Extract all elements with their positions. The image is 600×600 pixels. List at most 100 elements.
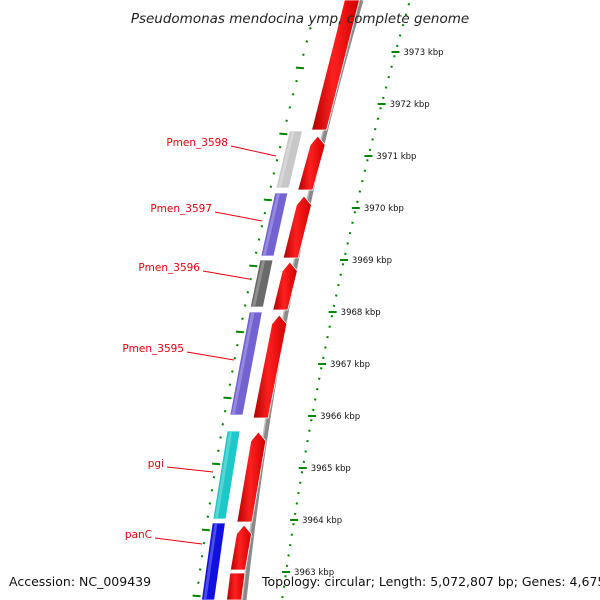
scale-tick <box>308 429 311 432</box>
inner-tick <box>202 541 206 545</box>
inner-tick <box>212 475 216 479</box>
inner-tick <box>272 172 276 175</box>
scale-tick <box>297 491 300 495</box>
inner-tick <box>288 106 292 109</box>
scale-tick <box>387 75 391 79</box>
scale-tick <box>351 221 354 224</box>
scale-tick <box>282 585 286 588</box>
inner-tick <box>192 594 201 598</box>
inner-tick <box>263 198 272 202</box>
gene-box-highlight <box>277 132 295 187</box>
inner-tick <box>249 277 252 281</box>
scale-tick <box>330 315 334 318</box>
scale-tick <box>358 190 362 193</box>
inner-tick <box>302 53 305 56</box>
inner-tick <box>254 251 258 254</box>
scale-tick <box>288 543 292 547</box>
inner-tick <box>305 40 309 43</box>
scale-tick <box>407 3 411 6</box>
inner-tick <box>263 211 267 215</box>
scale-tick <box>353 211 357 214</box>
forward-strand-features <box>226 0 360 600</box>
scale-tick <box>284 575 287 578</box>
inner-tick <box>231 370 234 373</box>
scale-tick <box>313 398 317 401</box>
kbp-scale-ring: 3973 kbp 3972 kbp 3971 kbp 3970 kbp 3969 kbp… <box>281 3 444 599</box>
inner-tick <box>228 383 232 386</box>
scale-tick <box>302 460 306 464</box>
forward-gene-arrow <box>229 524 252 571</box>
scale-tick <box>332 304 336 308</box>
scale-tick <box>287 554 290 557</box>
inner-tick <box>198 568 202 571</box>
inner-tick <box>260 225 264 228</box>
gene-box-highlight <box>231 313 255 414</box>
scale-tick <box>401 23 405 27</box>
scale-tick <box>368 148 372 152</box>
forward-gene-arrow <box>272 261 298 311</box>
inner-tick <box>275 159 279 162</box>
inner-tick <box>278 145 282 149</box>
gene-box-pmen-3596 <box>249 259 274 308</box>
scale-tick <box>373 127 377 131</box>
inner-tick <box>210 489 214 492</box>
inner-tick <box>269 185 273 188</box>
gene-box-highlight <box>214 432 233 518</box>
inner-tick <box>295 66 305 70</box>
scale-label: 3968 kbp <box>341 308 381 318</box>
inner-tick <box>295 79 298 83</box>
gene-box-highlight <box>252 261 266 306</box>
scale-tick <box>390 65 393 68</box>
gene-box-pgi <box>212 430 241 520</box>
scale-tick <box>337 283 340 287</box>
scale-tick <box>366 159 369 162</box>
inner-tick <box>241 317 244 320</box>
scale-tick <box>341 263 345 266</box>
scale-tick <box>300 471 304 474</box>
gene-callout-line <box>214 211 263 222</box>
scale-tick <box>304 450 307 453</box>
scale-tick <box>393 55 396 58</box>
gene-box-highlight <box>203 524 218 599</box>
inner-tick <box>285 119 288 122</box>
gene-label-panc: panC <box>125 529 152 541</box>
gene-label-pmen-3597: Pmen_3597 <box>150 203 212 215</box>
scale-tick <box>346 242 349 245</box>
scale-tick <box>293 512 297 516</box>
gene-label-pmen-3598: Pmen_3598 <box>166 137 228 149</box>
scale-tick <box>344 252 347 256</box>
scale-label: 3963 kbp <box>294 568 334 578</box>
scale-tick <box>315 387 319 391</box>
inner-tick <box>246 291 250 294</box>
gene-callout-line <box>202 270 250 280</box>
inner-tick <box>223 396 232 400</box>
inner-tick <box>257 238 261 241</box>
inner-tick <box>233 357 237 360</box>
gene-callout-line <box>230 145 277 157</box>
forward-gene-arrow <box>311 0 360 131</box>
accession-text: Accession: NC_009439 <box>9 574 151 589</box>
forward-gene-arrow <box>282 195 312 259</box>
scale-tick <box>324 346 327 349</box>
inner-tick <box>197 581 200 584</box>
scale-tick <box>306 439 309 443</box>
gene-callout-line <box>166 466 214 473</box>
inner-tick <box>309 27 312 30</box>
inner-tick <box>236 343 239 347</box>
scale-tick <box>371 138 374 141</box>
scale-tick <box>376 117 380 120</box>
forward-gene-arrow <box>252 314 288 419</box>
scale-tick <box>398 34 402 37</box>
scale-tick <box>322 356 325 360</box>
map-title: Pseudomonas mendocina ymp, complete geno… <box>131 11 469 27</box>
gene-box-pmen-3598 <box>275 130 303 189</box>
scale-tick <box>290 533 294 536</box>
inner-tick <box>217 449 220 452</box>
inner-tick <box>243 304 247 307</box>
scale-label: 3964 kbp <box>302 516 342 526</box>
forward-gene-arrow <box>236 431 267 523</box>
scale-tick <box>292 523 295 526</box>
inner-tick <box>291 93 295 96</box>
